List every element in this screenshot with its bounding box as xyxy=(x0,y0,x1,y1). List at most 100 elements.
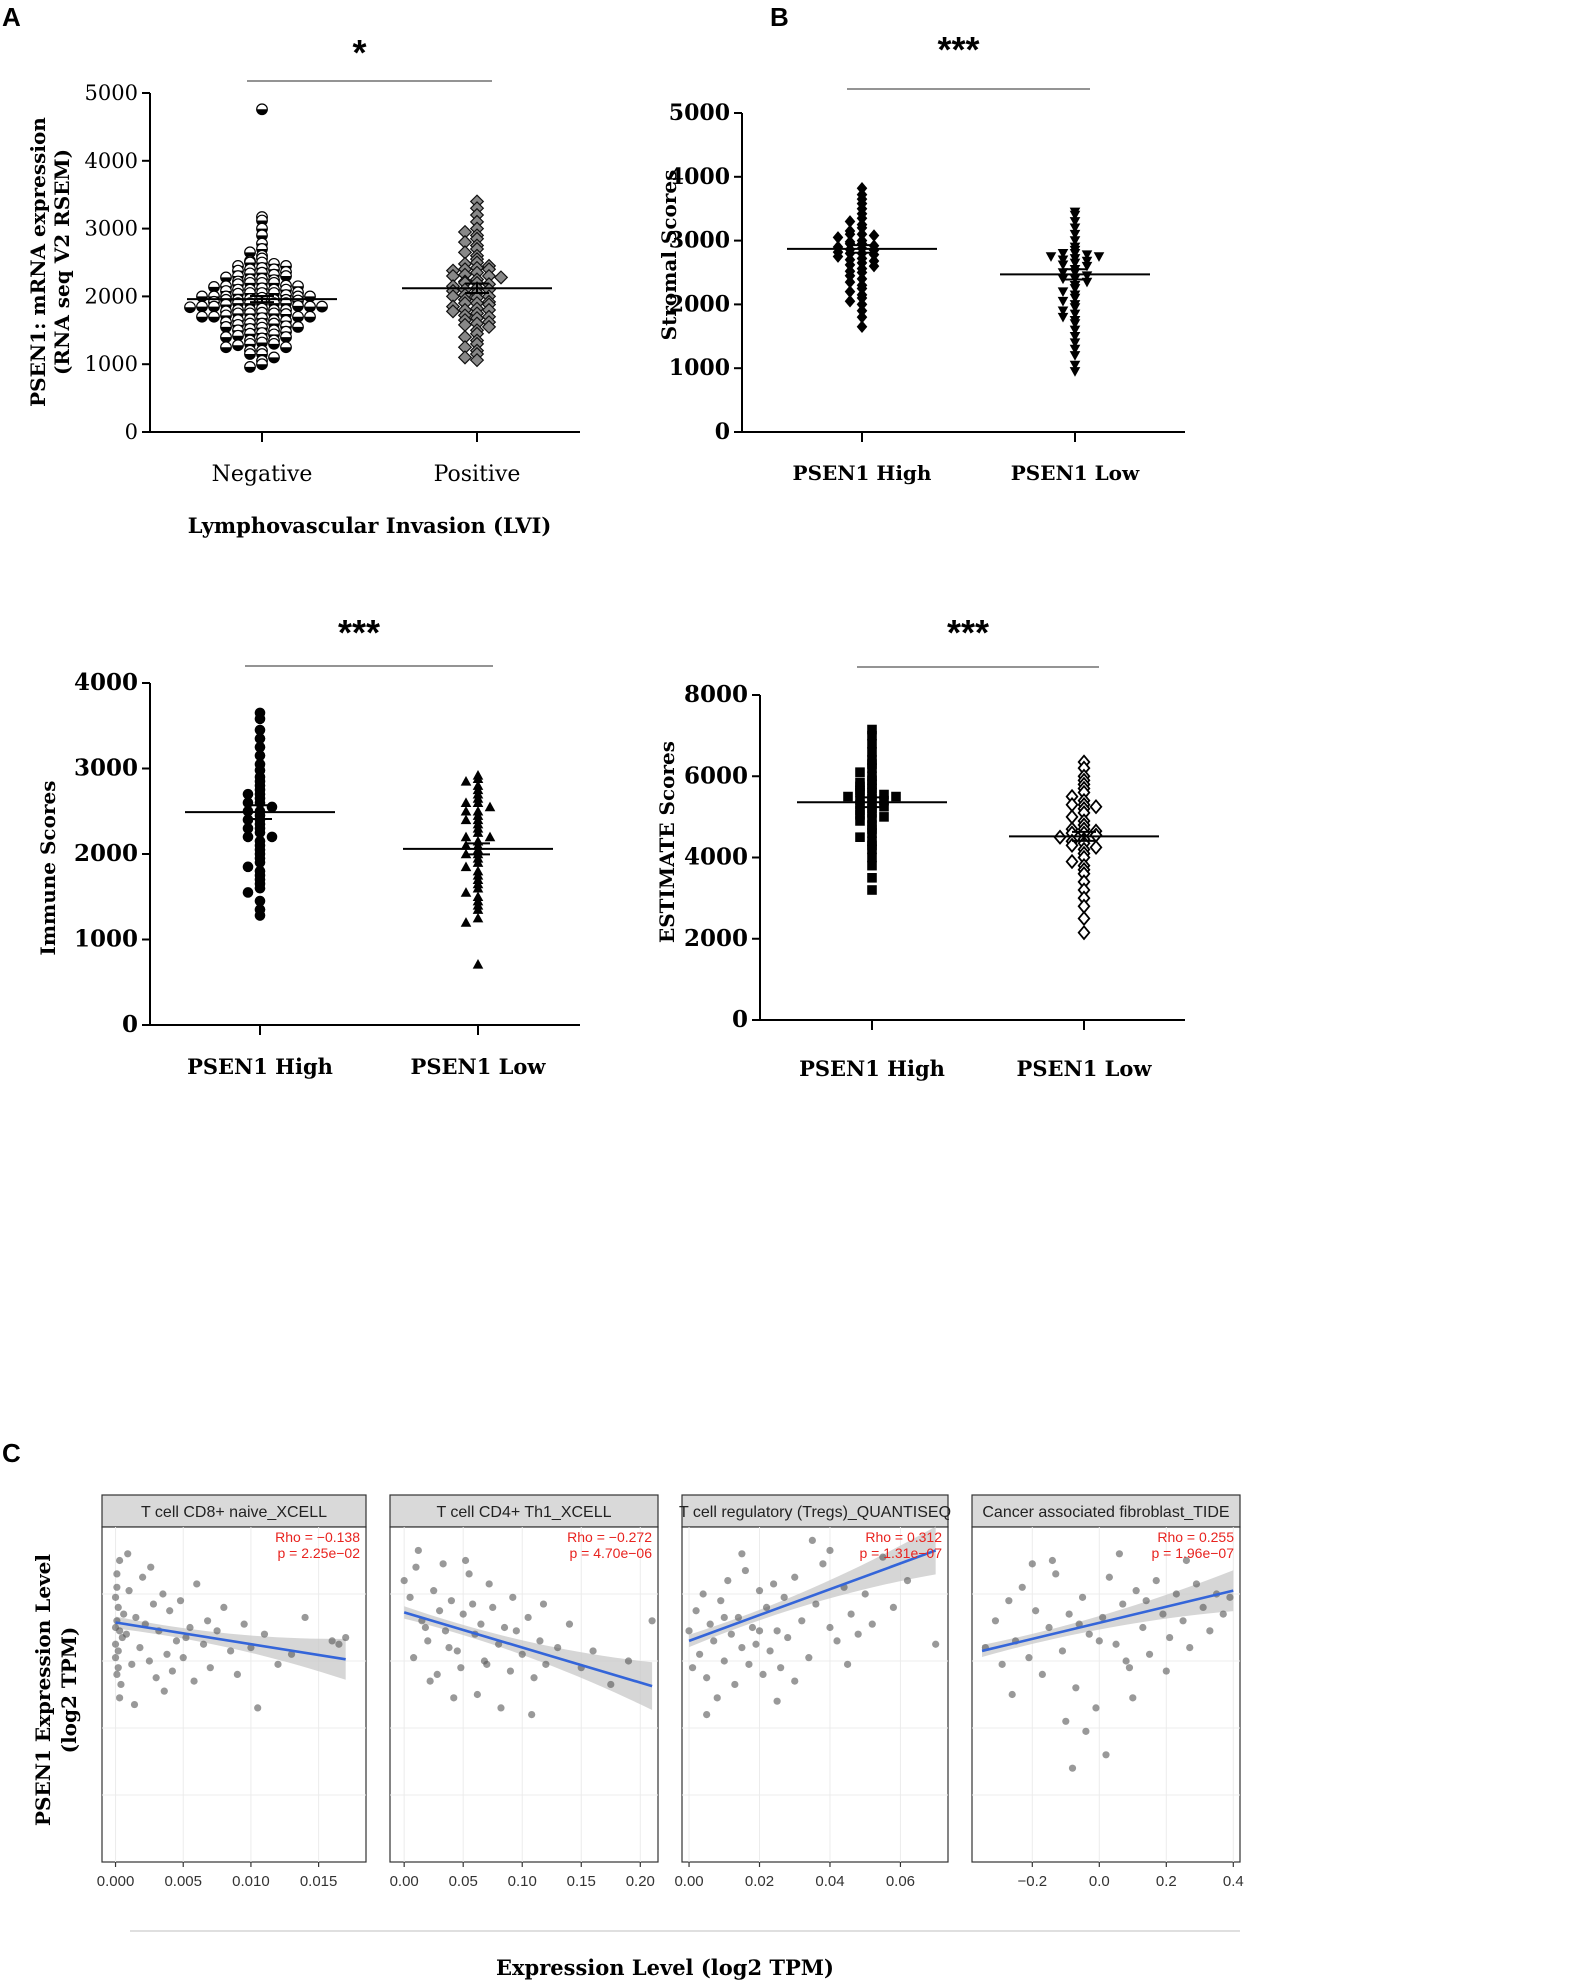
data-point xyxy=(1072,1684,1080,1692)
facet-title: T cell CD8+ naive_XCELL xyxy=(141,1504,327,1521)
data-point xyxy=(1077,924,1091,941)
data-point-fill xyxy=(208,316,220,323)
data-point xyxy=(1045,252,1057,262)
data-point xyxy=(867,747,877,757)
data-point xyxy=(1069,338,1081,348)
data-point xyxy=(1069,309,1081,320)
data-point xyxy=(731,1680,739,1689)
data-point xyxy=(1057,260,1069,271)
data-point-fill xyxy=(280,276,292,282)
data-point xyxy=(208,300,220,313)
data-point xyxy=(542,1660,550,1668)
data-point xyxy=(113,1670,121,1678)
data-point xyxy=(891,791,901,802)
data-point xyxy=(113,1583,121,1591)
data-point xyxy=(1162,1667,1170,1675)
data-point xyxy=(1081,250,1093,260)
data-point xyxy=(1069,351,1081,361)
data-point xyxy=(204,1617,212,1625)
data-point xyxy=(1028,1560,1036,1568)
data-point xyxy=(206,1664,214,1672)
data-point xyxy=(738,1550,746,1558)
data-point xyxy=(469,352,485,368)
data-point xyxy=(213,1627,221,1635)
data-point xyxy=(242,823,254,834)
data-point xyxy=(480,1657,489,1665)
data-point xyxy=(304,310,316,323)
data-point xyxy=(473,1690,481,1699)
data-point xyxy=(589,1647,597,1655)
data-point xyxy=(844,215,856,228)
data-point xyxy=(244,361,256,373)
data-point xyxy=(1077,898,1091,914)
data-point xyxy=(280,331,292,343)
data-point xyxy=(159,1590,167,1598)
data-point xyxy=(485,1580,493,1588)
panel-label-c: C xyxy=(2,1438,21,1468)
data-point xyxy=(812,1600,820,1608)
data-point xyxy=(798,1617,806,1625)
data-point-fill xyxy=(292,326,304,333)
data-point xyxy=(855,767,865,777)
data-point xyxy=(745,1660,753,1668)
data-point xyxy=(460,814,472,825)
regression-line xyxy=(115,1621,346,1661)
data-point xyxy=(136,1644,144,1652)
data-point xyxy=(266,831,278,843)
data-point xyxy=(867,814,877,824)
data-point xyxy=(484,831,496,842)
data-point xyxy=(182,1633,190,1642)
data-point xyxy=(460,776,472,786)
data-point xyxy=(244,348,256,360)
data-point xyxy=(472,857,484,867)
data-point xyxy=(147,1563,155,1571)
data-point xyxy=(145,1657,153,1665)
data-point xyxy=(607,1680,615,1689)
regression-line xyxy=(981,1589,1234,1653)
data-point xyxy=(139,1573,147,1581)
facet-strip xyxy=(971,1494,1241,1528)
data-point xyxy=(843,791,853,802)
data-point xyxy=(130,1700,139,1709)
data-point xyxy=(1092,1704,1100,1712)
data-point xyxy=(342,1633,350,1642)
data-point xyxy=(472,773,484,784)
data-point xyxy=(280,341,292,354)
panel-label-b: B xyxy=(770,2,789,32)
data-point-fill xyxy=(220,326,232,333)
data-point xyxy=(472,912,484,923)
y-tick-label: 0 xyxy=(732,1006,748,1033)
data-point xyxy=(717,1597,725,1605)
y-tick-label: 4000 xyxy=(669,164,730,190)
data-point xyxy=(208,281,220,293)
x-tick-label: 0.2 xyxy=(1156,1873,1177,1890)
data-point-fill xyxy=(280,347,292,353)
data-point-fill xyxy=(220,347,232,353)
data-point xyxy=(624,1657,633,1665)
data-point xyxy=(819,1560,827,1568)
data-point-fill xyxy=(184,307,196,313)
data-point xyxy=(1226,1593,1234,1601)
p-value-annotation: p = 1.96e−07 xyxy=(1151,1545,1234,1561)
p-value-annotation: p = 2.25e−02 xyxy=(277,1545,360,1561)
data-point xyxy=(685,1627,693,1635)
x-tick-label: 0.06 xyxy=(886,1873,915,1890)
y-axis-label-line: (RNA seq V2 RSEM) xyxy=(50,149,74,375)
data-point xyxy=(854,1630,862,1638)
data-point xyxy=(460,797,472,807)
data-point xyxy=(260,1630,269,1638)
x-tick-label: 0.005 xyxy=(164,1873,202,1890)
data-point xyxy=(856,310,868,324)
data-point xyxy=(406,1593,414,1601)
data-point-fill xyxy=(292,305,304,312)
data-point xyxy=(867,852,877,863)
data-point xyxy=(489,1603,497,1611)
y-tick-label: 8000 xyxy=(684,681,748,708)
data-point xyxy=(1122,1657,1130,1665)
data-point xyxy=(1069,303,1081,313)
data-point xyxy=(500,1623,509,1632)
data-point xyxy=(889,1603,897,1611)
regression-line xyxy=(688,1549,937,1643)
data-point-fill xyxy=(304,306,316,312)
chart-immune-dotplot: 0 1000 2000 3000 4000 PSEN1 High PSEN1 Low Immu… xyxy=(36,612,580,1079)
